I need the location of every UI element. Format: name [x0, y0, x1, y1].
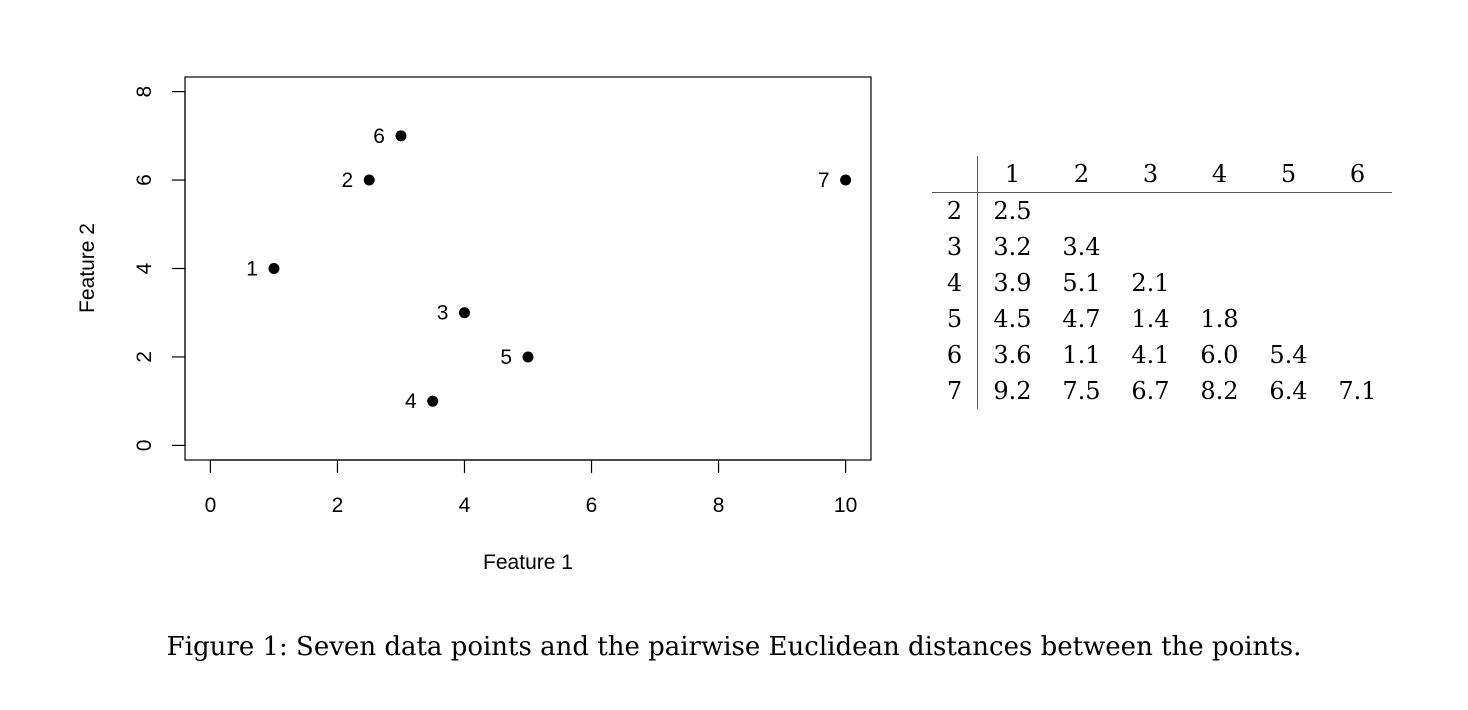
distance-cell: [1323, 229, 1392, 265]
distance-cell: 4.7: [1062, 305, 1101, 333]
data-points: 1 2 3 4 5 6 7: [246, 125, 852, 413]
column-header: 4: [1185, 156, 1254, 193]
table-row: 5 4.5 4.7 1.4 1.8: [932, 301, 1392, 337]
x-axis-label: Feature 1: [483, 551, 573, 574]
y-axis-label: Feature 2: [76, 223, 99, 313]
distance-cell: 4.1: [1131, 341, 1170, 369]
distance-cell: [1323, 301, 1392, 337]
point-label: 1: [246, 258, 258, 281]
distance-cell: [1185, 229, 1254, 265]
data-point: [363, 174, 375, 186]
column-header: 3: [1116, 156, 1185, 193]
table-corner: [932, 156, 978, 193]
data-point: [427, 395, 439, 407]
column-header: 2: [1047, 156, 1116, 193]
point-label: 4: [405, 390, 417, 413]
distance-cell: 7.1: [1338, 377, 1377, 405]
column-header: 6: [1323, 156, 1392, 193]
distance-cell: 3.6: [993, 341, 1032, 369]
x-tick-label: 8: [713, 494, 725, 517]
y-tick-label: 0: [133, 440, 156, 452]
distance-cell: 7.5: [1062, 377, 1101, 405]
table-row: 7 9.2 7.5 6.7 8.2 6.4 7.1: [932, 373, 1392, 409]
data-point: [840, 174, 852, 186]
row-header: 5: [932, 301, 978, 337]
distance-cell: [1254, 193, 1323, 230]
distance-cell: 8.2: [1200, 377, 1239, 405]
x-axis: 0 2 4 6 8 10: [205, 459, 857, 517]
distance-cell: 6.0: [1200, 341, 1239, 369]
y-tick-label: 6: [133, 174, 156, 186]
column-header: 1: [977, 156, 1047, 193]
distance-cell: [1185, 265, 1254, 301]
row-header: 2: [932, 192, 978, 229]
point-label: 3: [437, 302, 449, 325]
table-row: 3 3.2 3.4: [932, 229, 1392, 265]
distance-table: 1 2 3 4 5 6 2 2.5 3 3.2 3.4 4 3.9 5.1 2.1 5 4.5 4.7…: [932, 156, 1392, 409]
distance-cell: 1.8: [1200, 305, 1239, 333]
table-row: 2 2.5: [932, 192, 1392, 230]
point-label: 5: [500, 346, 512, 369]
data-point: [522, 351, 534, 363]
distance-cell: 9.2: [993, 377, 1032, 405]
distance-cell: 2.5: [993, 197, 1032, 225]
distance-cell: 5.4: [1269, 341, 1308, 369]
distance-cell: 3.4: [1062, 233, 1101, 261]
data-point: [395, 130, 407, 142]
y-tick-label: 2: [133, 351, 156, 363]
distance-cell: 6.7: [1131, 377, 1170, 405]
distance-cell: 1.1: [1062, 341, 1101, 369]
y-tick-label: 4: [133, 262, 156, 274]
scatter-plot: 0 2 4 6 8 10 0 2 4 6 8 1 2 3 4 5 6 7 Feature 1 Feature …: [76, 76, 872, 574]
y-tick-label: 8: [133, 86, 156, 98]
row-header: 6: [932, 337, 978, 373]
y-axis: 0 2 4 6 8: [133, 86, 186, 452]
distance-cell: [1254, 301, 1323, 337]
x-tick-label: 6: [586, 494, 598, 517]
column-header: 5: [1254, 156, 1323, 193]
table-row: 4 3.9 5.1 2.1: [932, 265, 1392, 301]
distance-cell: [1323, 193, 1392, 230]
x-tick-label: 10: [834, 494, 857, 517]
row-header: 7: [932, 373, 978, 409]
distance-cell: [1323, 265, 1392, 301]
x-tick-label: 0: [205, 494, 217, 517]
table-row: 6 3.6 1.1 4.1 6.0 5.4: [932, 337, 1392, 373]
distance-cell: [1254, 229, 1323, 265]
data-point: [268, 263, 280, 274]
distance-cell: 3.2: [993, 233, 1032, 261]
distance-cell: 2.1: [1131, 269, 1170, 297]
point-label: 2: [342, 169, 354, 192]
distance-cell: [1185, 193, 1254, 230]
table-body: 2 2.5 3 3.2 3.4 4 3.9 5.1 2.1 5 4.5 4.7 1.4 1.8 6 3.6 1.…: [932, 192, 1392, 409]
distance-cell: 3.9: [993, 269, 1032, 297]
distance-cell: 6.4: [1269, 377, 1308, 405]
distance-cell: 1.4: [1131, 305, 1170, 333]
plot-frame: [184, 76, 872, 461]
point-label: 7: [818, 169, 830, 192]
distance-cell: [1116, 193, 1185, 230]
x-tick-label: 4: [459, 494, 471, 517]
distance-cell: [1323, 337, 1392, 373]
figure-caption: Figure 1: Seven data points and the pair…: [166, 632, 1302, 662]
distance-cell: 4.5: [993, 305, 1032, 333]
distance-cell: [1047, 193, 1116, 230]
table-header-row: 1 2 3 4 5 6: [932, 156, 1392, 193]
distance-cell: [1254, 265, 1323, 301]
data-point: [458, 307, 470, 319]
point-label: 6: [373, 125, 385, 148]
distance-cell: [1116, 229, 1185, 265]
row-header: 3: [932, 229, 978, 265]
x-tick-label: 2: [332, 494, 344, 517]
distance-cell: 5.1: [1062, 269, 1101, 297]
row-header: 4: [932, 265, 978, 301]
